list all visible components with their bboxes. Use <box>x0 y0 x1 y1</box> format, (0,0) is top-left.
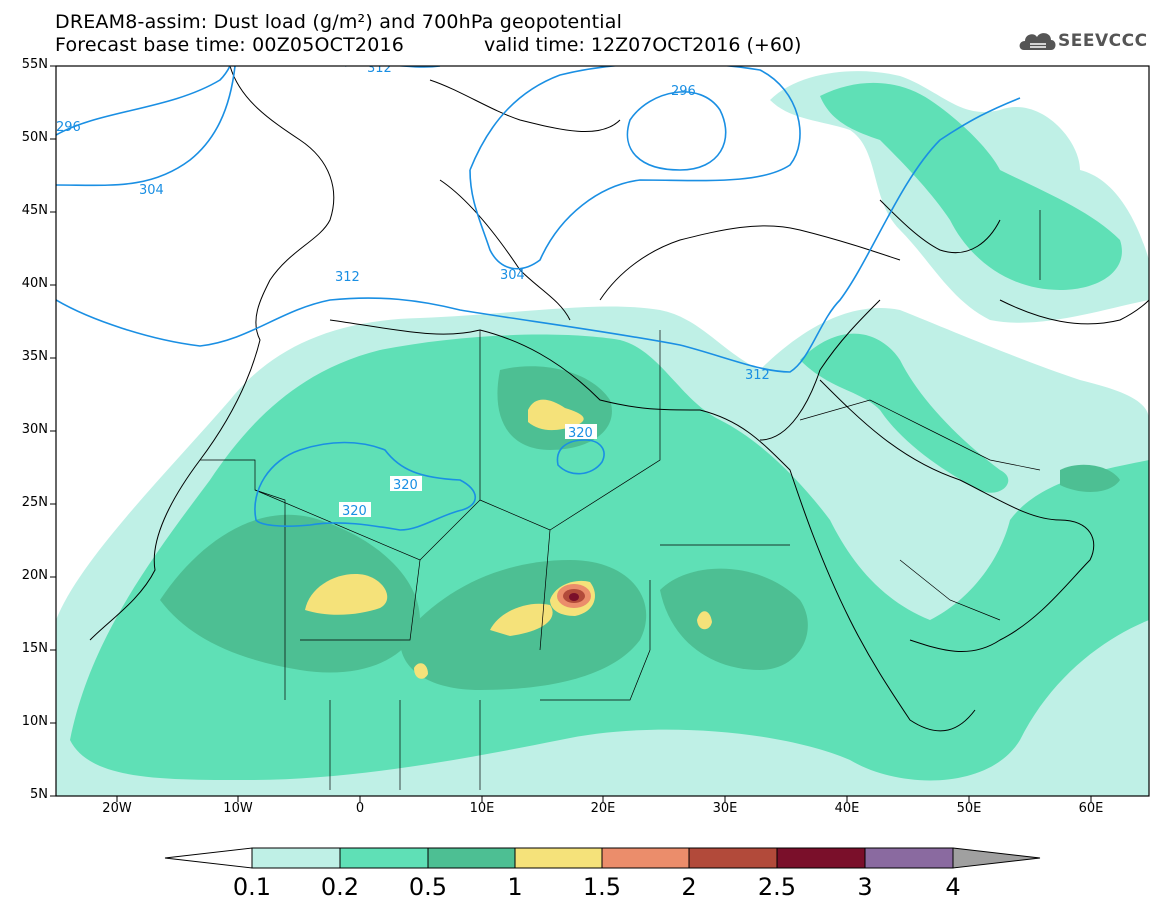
contour-label: 304 <box>500 268 525 283</box>
colorbar-segment <box>601 847 690 869</box>
colorbar-under-arrow <box>164 847 253 869</box>
colorbar-segment <box>251 847 341 869</box>
geopotential-contours <box>56 66 1021 531</box>
lat-label: 35N <box>21 349 48 364</box>
contour-label: 320 <box>568 426 593 441</box>
dust-band-1-central <box>490 603 553 636</box>
country-borders <box>200 210 1041 790</box>
dust-band-0-2-arabia <box>800 333 1009 493</box>
contour-label: 320 <box>342 504 367 519</box>
dust-band-1-west <box>305 574 388 615</box>
contour-296-east <box>626 91 727 171</box>
cloud-logo-icon <box>1019 33 1056 50</box>
dust-band-1-niger <box>414 663 428 679</box>
colorbar-segment <box>688 847 778 869</box>
logo-text: SEEVCCC <box>1058 31 1148 51</box>
lon-label: 50E <box>956 801 982 816</box>
contour-label: 312 <box>745 368 770 383</box>
colorbar-label: 4 <box>945 873 961 901</box>
dust-band-1-libya <box>528 399 584 431</box>
lon-label: 30E <box>712 801 738 816</box>
contour-304-main <box>345 66 801 270</box>
map-title: DREAM8-assim: Dust load (g/m²) and 700hP… <box>55 11 623 33</box>
colorbar-label: 0.1 <box>232 873 272 901</box>
contour-label: 296 <box>56 120 81 135</box>
lat-label: 5N <box>30 787 48 802</box>
lon-label: 10E <box>469 801 495 816</box>
lat-label: 40N <box>21 276 48 291</box>
lat-label: 10N <box>21 714 48 729</box>
lat-label: 25N <box>21 495 48 510</box>
lat-label: 45N <box>21 203 48 218</box>
dust-band-0-5-iran <box>1060 464 1120 492</box>
dust-band-0-5-east <box>660 568 808 670</box>
valid-time: valid time: 12Z07OCT2016 (+60) <box>484 34 802 56</box>
colorbar-label: 1 <box>507 873 523 901</box>
lon-label: 40E <box>834 801 860 816</box>
lon-label: 20E <box>590 801 616 816</box>
colorbar-label: 3 <box>857 873 873 901</box>
colorbar-segment <box>427 847 516 869</box>
lon-label: 10W <box>223 801 253 816</box>
colorbar-segment <box>514 847 603 869</box>
colorbar-over-arrow <box>952 847 1041 869</box>
lat-label: 20N <box>21 568 48 583</box>
colorbar-segment <box>864 847 954 869</box>
colorbar-segment <box>339 847 429 869</box>
colorbar-label: 1.5 <box>582 873 622 901</box>
lat-label: 55N <box>21 57 48 72</box>
contour-320-west <box>254 441 477 531</box>
contour-label: 304 <box>139 183 164 198</box>
dust-band-1-sudan <box>697 611 712 630</box>
contour-label: 320 <box>393 478 418 493</box>
contour-304-west <box>56 66 236 187</box>
colorbar-label: 2.5 <box>757 873 797 901</box>
contour-320-libya <box>556 439 605 475</box>
dust-band-2-5 <box>569 593 579 601</box>
lon-label: 20W <box>102 801 132 816</box>
lon-label: 0 <box>355 801 365 816</box>
colorbar <box>164 847 1041 869</box>
contour-label: 296 <box>671 84 696 99</box>
contour-label: 312 <box>335 270 360 285</box>
colorbar-label: 2 <box>681 873 697 901</box>
lat-label: 30N <box>21 422 48 437</box>
dust-band-0-5-west <box>160 514 420 673</box>
colorbar-segment <box>776 847 866 869</box>
tick-marks <box>50 65 1092 802</box>
forecast-base-time: Forecast base time: 00Z05OCT2016 <box>55 34 405 56</box>
dust-band-0-2-north <box>820 82 1122 290</box>
colorbar-label: 0.5 <box>408 873 448 901</box>
colorbar-label: 0.2 <box>320 873 360 901</box>
lat-label: 50N <box>21 130 48 145</box>
contour-296-west <box>56 66 231 136</box>
contour-labels: 296 296 304 304 312 312 312 320 320 320 <box>56 61 770 519</box>
contour-label: 312 <box>367 61 392 76</box>
lon-label: 60E <box>1078 801 1104 816</box>
dust-field: 296 296 304 304 312 312 312 320 320 320 <box>56 61 1149 796</box>
contour-312 <box>56 97 1021 373</box>
lat-label: 15N <box>21 641 48 656</box>
